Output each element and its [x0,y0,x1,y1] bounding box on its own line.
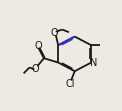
Text: O: O [50,28,58,38]
Text: O: O [31,64,39,74]
Text: N: N [90,57,98,67]
Text: O: O [34,41,42,51]
Text: Cl: Cl [65,79,75,89]
